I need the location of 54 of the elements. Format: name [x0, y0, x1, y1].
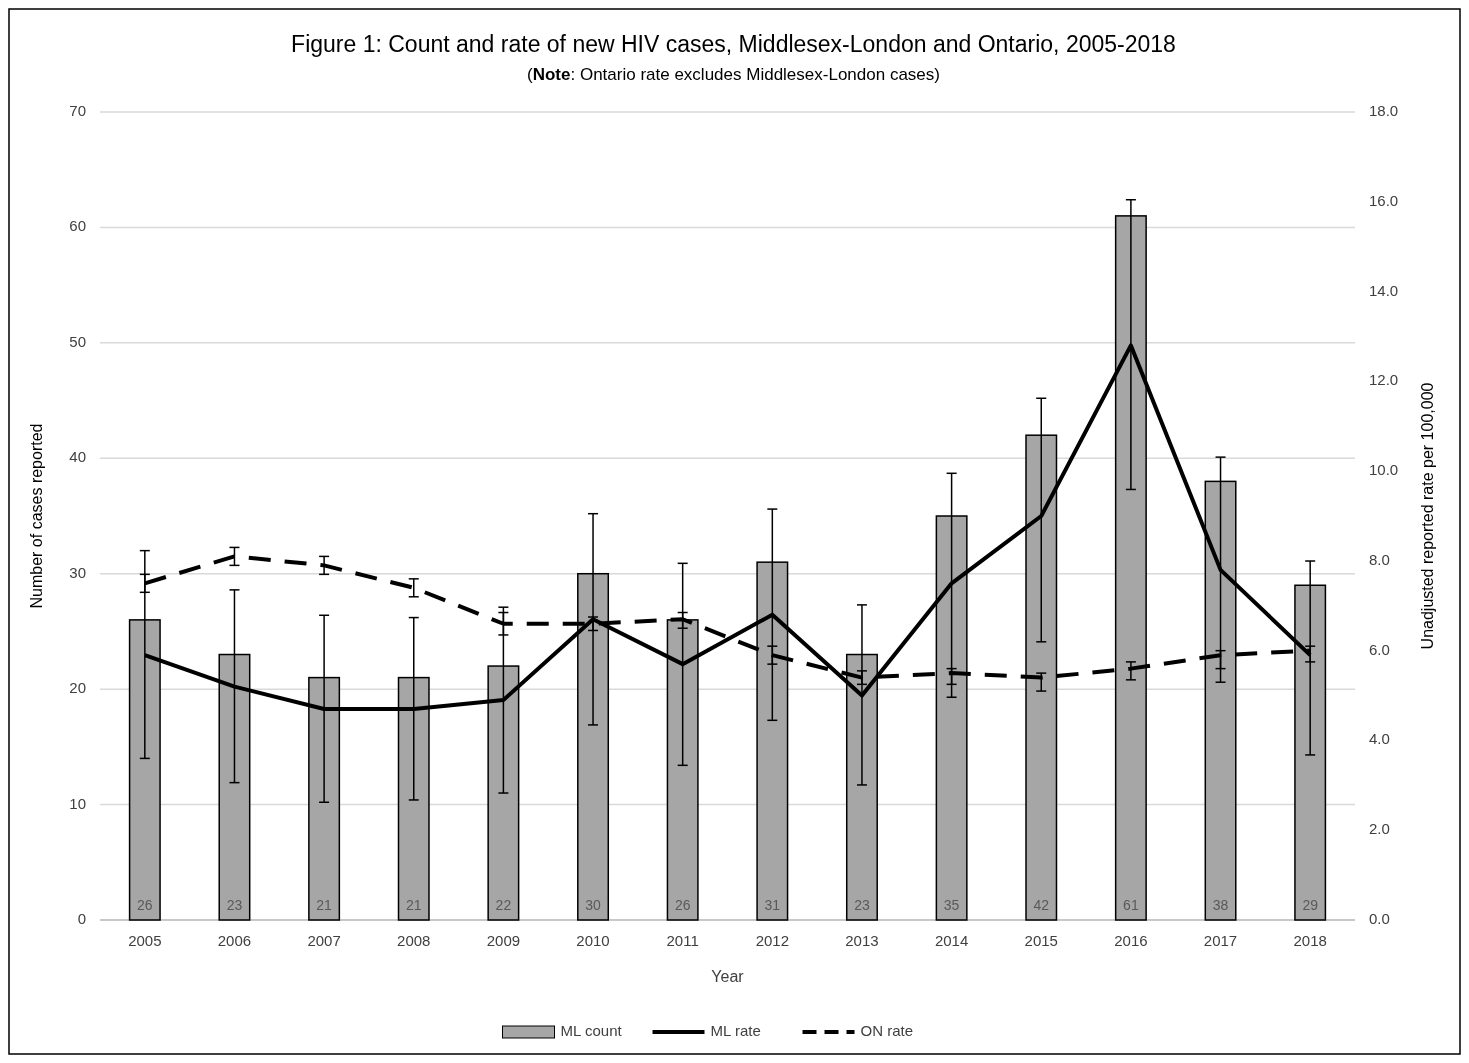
- y-tick-label: 0: [77, 909, 86, 927]
- data-label: 23: [226, 896, 243, 913]
- y-tick-label: 70: [69, 101, 86, 119]
- x-tick-label: 2011: [666, 932, 699, 949]
- y2-tick-label: 2.0: [1369, 820, 1390, 838]
- x-tick-label: 2016: [1114, 932, 1148, 949]
- y2-tick-label: 8.0: [1369, 550, 1390, 568]
- x-axis-title: Year: [711, 968, 745, 985]
- y-tick-label: 40: [69, 448, 86, 466]
- x-tick-label: 2018: [1293, 932, 1327, 949]
- y-tick-label: 30: [69, 563, 86, 581]
- y-tick-label: 10: [69, 794, 86, 812]
- x-tick-label: 2017: [1203, 932, 1238, 949]
- x-tick-label: 2012: [755, 932, 790, 949]
- y-tick-label: 60: [69, 217, 86, 235]
- y2-tick-label: 18.0: [1369, 101, 1399, 119]
- data-label: 21: [405, 896, 422, 913]
- data-label: 61: [1123, 896, 1139, 913]
- y-axis-title: Number of cases reported: [28, 423, 45, 609]
- data-label: 26: [137, 896, 153, 913]
- y-tick-label: 50: [69, 332, 86, 350]
- legend-label: ML rate: [710, 1021, 761, 1039]
- x-tick-label: 2008: [397, 932, 431, 949]
- data-label: 22: [495, 896, 512, 913]
- data-label: 30: [585, 896, 602, 913]
- chart-subtitle: (Note: Ontario rate excludes Middlesex-London cases): [527, 65, 940, 84]
- y2-tick-label: 6.0: [1369, 640, 1390, 658]
- x-tick-label: 2006: [217, 932, 252, 949]
- y2-tick-label: 16.0: [1369, 191, 1399, 209]
- data-label: 23: [854, 896, 870, 913]
- y2-tick-label: 12.0: [1369, 371, 1399, 389]
- y2-tick-label: 0.0: [1369, 909, 1390, 927]
- x-tick-label: 2007: [307, 932, 341, 949]
- data-label: 35: [943, 896, 960, 913]
- chart-title: Figure 1: Count and rate of new HIV cases, Middlesex-London and Ontario, 2005-2018: [291, 31, 1176, 57]
- x-tick-label: 2013: [845, 932, 879, 949]
- x-tick-label: 2014: [934, 932, 969, 949]
- y2-tick-label: 10.0: [1369, 461, 1399, 479]
- data-label: 42: [1033, 896, 1050, 913]
- y2-tick-label: 14.0: [1369, 281, 1399, 299]
- y2-axis-title: Unadjusted reported rate per 100,000: [1419, 382, 1436, 650]
- y2-tick-label: 4.0: [1369, 730, 1390, 748]
- data-label: 38: [1212, 896, 1229, 913]
- data-label: 31: [764, 896, 781, 913]
- legend-label: ML count: [560, 1021, 623, 1039]
- data-label: 29: [1302, 896, 1319, 913]
- data-label: 26: [674, 896, 691, 913]
- legend-label: ON rate: [860, 1021, 914, 1039]
- x-tick-label: 2010: [576, 932, 610, 949]
- y-tick-label: 20: [69, 679, 86, 697]
- x-tick-label: 2015: [1024, 932, 1058, 949]
- data-label: 21: [316, 896, 333, 913]
- x-tick-label: 2005: [128, 932, 162, 949]
- x-tick-label: 2009: [486, 932, 521, 949]
